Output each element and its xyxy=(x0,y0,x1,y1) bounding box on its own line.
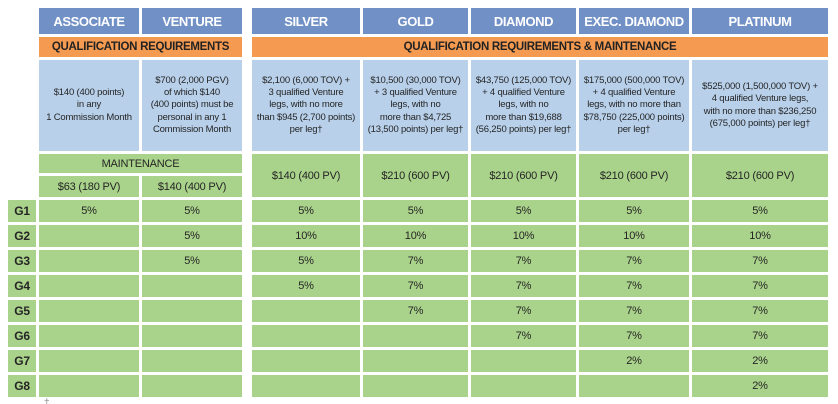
generation-label-g3: G3 xyxy=(8,250,36,272)
qualification-requirements-band-left: QUALIFICATION REQUIREMENTS xyxy=(39,37,242,57)
qualification-cell-silver: $2,100 (6,000 TOV) + 3 qualified Venture… xyxy=(252,60,360,151)
payout-cell-g1-gold: 5% xyxy=(363,200,468,222)
maintenance-value-venture: $140 (400 PV) xyxy=(142,176,242,197)
payout-cell-g4-associate xyxy=(39,275,139,297)
payout-cell-g7-diamond xyxy=(471,350,576,372)
column-header-platinum: PLATINUM xyxy=(692,8,828,34)
qualification-cell-venture: $700 (2,000 PGV) of which $140 (400 poin… xyxy=(142,60,242,151)
payout-cell-g4-exec-diamond: 7% xyxy=(579,275,689,297)
payout-cell-g3-silver: 5% xyxy=(252,250,360,272)
generation-label-g1: G1 xyxy=(8,200,36,222)
payout-cell-g8-gold xyxy=(363,375,468,397)
generation-label-g8: G8 xyxy=(8,375,36,397)
payout-cell-g3-platinum: 7% xyxy=(692,250,828,272)
payout-cell-g3-associate xyxy=(39,250,139,272)
payout-cell-g6-platinum: 7% xyxy=(692,325,828,347)
payout-cell-g2-platinum: 10% xyxy=(692,225,828,247)
qualification-cell-gold: $10,500 (30,000 TOV) + 3 qualified Ventu… xyxy=(363,60,468,151)
maintenance-value-diamond: $210 (600 PV) xyxy=(471,154,576,197)
payout-cell-g8-exec-diamond xyxy=(579,375,689,397)
payout-cell-g1-diamond: 5% xyxy=(471,200,576,222)
payout-cell-g2-exec-diamond: 10% xyxy=(579,225,689,247)
payout-cell-g8-silver xyxy=(252,375,360,397)
payout-cell-g8-venture xyxy=(142,375,242,397)
payout-cell-g2-gold: 10% xyxy=(363,225,468,247)
generation-label-g2: G2 xyxy=(8,225,36,247)
payout-cell-g4-gold: 7% xyxy=(363,275,468,297)
payout-cell-g4-platinum: 7% xyxy=(692,275,828,297)
payout-cell-g8-platinum: 2% xyxy=(692,375,828,397)
payout-cell-g3-exec-diamond: 7% xyxy=(579,250,689,272)
payout-cell-g2-silver: 10% xyxy=(252,225,360,247)
payout-cell-g5-associate xyxy=(39,300,139,322)
payout-cell-g7-platinum: 2% xyxy=(692,350,828,372)
column-header-gold: GOLD xyxy=(363,8,468,34)
maintenance-value-associate: $63 (180 PV) xyxy=(39,176,139,197)
payout-cell-g5-venture xyxy=(142,300,242,322)
payout-cell-g7-associate xyxy=(39,350,139,372)
generation-label-g7: G7 xyxy=(8,350,36,372)
payout-cell-g8-associate xyxy=(39,375,139,397)
payout-cell-g3-venture: 5% xyxy=(142,250,242,272)
payout-cell-g5-platinum: 7% xyxy=(692,300,828,322)
payout-cell-g4-venture xyxy=(142,275,242,297)
payout-cell-g6-diamond: 7% xyxy=(471,325,576,347)
maintenance-value-gold: $210 (600 PV) xyxy=(363,154,468,197)
maintenance-header: MAINTENANCE xyxy=(39,154,242,173)
payout-cell-g6-venture xyxy=(142,325,242,347)
payout-cell-g1-associate: 5% xyxy=(39,200,139,222)
payout-cell-g3-gold: 7% xyxy=(363,250,468,272)
payout-cell-g7-silver xyxy=(252,350,360,372)
column-header-associate: ASSOCIATE xyxy=(39,8,139,34)
payout-cell-g6-gold xyxy=(363,325,468,347)
payout-cell-g1-exec-diamond: 5% xyxy=(579,200,689,222)
generation-label-g6: G6 xyxy=(8,325,36,347)
payout-cell-g4-diamond: 7% xyxy=(471,275,576,297)
payout-cell-g1-silver: 5% xyxy=(252,200,360,222)
footnote-dagger-marker: † xyxy=(44,398,50,404)
column-header-silver: SILVER xyxy=(252,8,360,34)
qualification-requirements-band-right: QUALIFICATION REQUIREMENTS & MAINTENANCE xyxy=(252,37,828,57)
payout-cell-g4-silver: 5% xyxy=(252,275,360,297)
qualification-cell-platinum: $525,000 (1,500,000 TOV) + 4 qualified V… xyxy=(692,60,828,151)
payout-cell-g2-associate xyxy=(39,225,139,247)
payout-cell-g5-diamond: 7% xyxy=(471,300,576,322)
payout-cell-g3-diamond: 7% xyxy=(471,250,576,272)
payout-cell-g6-exec-diamond: 7% xyxy=(579,325,689,347)
column-header-venture: VENTURE xyxy=(142,8,242,34)
payout-cell-g2-diamond: 10% xyxy=(471,225,576,247)
qualification-cell-associate: $140 (400 points) in any 1 Commission Mo… xyxy=(39,60,139,151)
payout-cell-g7-exec-diamond: 2% xyxy=(579,350,689,372)
payout-cell-g6-silver xyxy=(252,325,360,347)
payout-cell-g6-associate xyxy=(39,325,139,347)
column-header-exec-diamond: EXEC. DIAMOND xyxy=(579,8,689,34)
payout-cell-g8-diamond xyxy=(471,375,576,397)
payout-cell-g2-venture: 5% xyxy=(142,225,242,247)
table-grid: ASSOCIATE VENTURE SILVER GOLD DIAMOND EX… xyxy=(8,8,828,397)
generation-label-g4: G4 xyxy=(8,275,36,297)
maintenance-value-silver: $140 (400 PV) xyxy=(252,154,360,197)
maintenance-value-platinum: $210 (600 PV) xyxy=(692,154,828,197)
payout-cell-g5-gold: 7% xyxy=(363,300,468,322)
qualification-cell-diamond: $43,750 (125,000 TOV) + 4 qualified Vent… xyxy=(471,60,576,151)
payout-cell-g1-venture: 5% xyxy=(142,200,242,222)
maintenance-value-exec-diamond: $210 (600 PV) xyxy=(579,154,689,197)
payout-cell-g7-gold xyxy=(363,350,468,372)
column-header-diamond: DIAMOND xyxy=(471,8,576,34)
qualification-cell-exec-diamond: $175,000 (500,000 TOV) + 4 qualified Ven… xyxy=(579,60,689,151)
payout-cell-g5-exec-diamond: 7% xyxy=(579,300,689,322)
payout-cell-g5-silver xyxy=(252,300,360,322)
payout-cell-g7-venture xyxy=(142,350,242,372)
payout-cell-g1-platinum: 5% xyxy=(692,200,828,222)
generation-label-g5: G5 xyxy=(8,300,36,322)
